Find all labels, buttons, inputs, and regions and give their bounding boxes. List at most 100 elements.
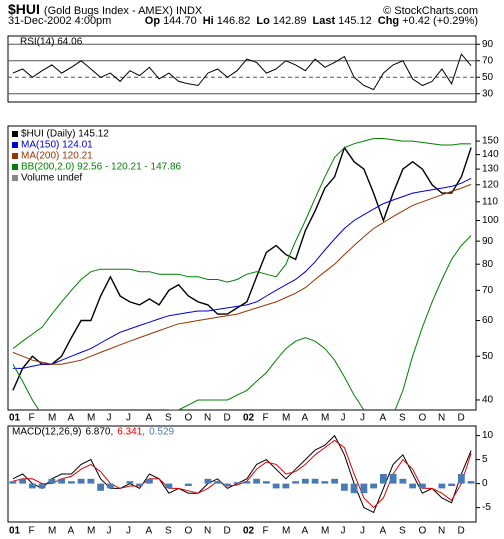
histogram-bar: [28, 483, 36, 489]
x-tick-label: 01: [9, 413, 21, 424]
x-tick-label: 01: [9, 526, 21, 537]
y-tick-label: 110: [482, 196, 498, 207]
y-tick-label: 150: [482, 136, 499, 147]
series-line: [12, 439, 472, 509]
plot: [12, 138, 472, 410]
quote-value: 145.12: [338, 15, 372, 27]
x-tick-label: J: [126, 526, 131, 537]
histogram-bar: [399, 478, 407, 484]
legend-swatch: [12, 164, 18, 170]
series-line: [12, 183, 472, 365]
x-tick-label: A: [68, 413, 75, 424]
x-tick-label: N: [204, 413, 211, 424]
x-tick-label: 02: [243, 526, 255, 537]
x-tick-label: J: [107, 526, 112, 537]
quote-row: 31-Dec-2002 4:00pm Op 144.70 Hi 146.82 Lo 142…: [8, 15, 478, 27]
histogram-bar: [58, 478, 66, 484]
x-tick-label: A: [302, 413, 309, 424]
histogram-bar: [321, 481, 329, 484]
x-tick-label: M: [321, 413, 329, 424]
histogram-bar: [204, 478, 212, 484]
legend-swatch: [12, 131, 18, 137]
x-tick-label: J: [107, 413, 112, 424]
legend-label: Volume undef: [21, 173, 82, 184]
y-tick-label: 90: [482, 39, 494, 50]
header-row: $HUI (Gold Bugs Index - AMEX) INDX © Sto…: [8, 1, 478, 17]
x-tick-label: F: [263, 413, 269, 424]
histogram-bar: [136, 483, 144, 486]
histogram-bar: [67, 481, 75, 484]
histogram-bar: [97, 483, 105, 491]
quote-value: 142.89: [272, 15, 307, 27]
panel-label: 6.341,: [117, 427, 145, 438]
quotes: Op 144.70 Hi 146.82 Lo 142.89 Last 145.12 Chg +0.…: [139, 15, 478, 27]
histogram-bar: [389, 474, 397, 484]
x-tick-label: 02: [243, 413, 255, 424]
x-tick-label: A: [68, 526, 75, 537]
histogram-bar: [233, 482, 241, 484]
x-tick-label: O: [419, 413, 427, 424]
panel-label: 0.529: [149, 427, 174, 438]
histogram-bar: [77, 478, 85, 484]
histogram-bar: [214, 481, 222, 484]
quote-value: +0.42 (+0.29%): [402, 15, 478, 27]
x-tick-label: A: [146, 526, 153, 537]
y-tick-label: 80: [482, 259, 494, 270]
x-tick-label: O: [185, 413, 193, 424]
x-tick-label: O: [185, 526, 193, 537]
histogram-bar: [467, 481, 475, 484]
series-line: [12, 53, 472, 91]
x-tick-label: A: [302, 526, 309, 537]
x-tick-label: M: [87, 526, 95, 537]
legend-swatch: [12, 142, 18, 148]
plot: [9, 434, 475, 514]
series-line: [12, 177, 472, 369]
y-tick-label: 0: [482, 478, 488, 489]
date: 31-Dec-2002 4:00pm: [8, 15, 112, 27]
x-tick-label: S: [165, 413, 172, 424]
histogram-bar: [301, 478, 309, 484]
histogram-bar: [38, 483, 46, 489]
histogram-bar: [282, 483, 290, 489]
histogram-bar: [379, 474, 387, 484]
y-tick-label: 30: [482, 88, 494, 99]
histogram-bar: [448, 483, 456, 486]
y-tick-label: 10: [482, 430, 494, 441]
y-tick-label: 5: [482, 454, 488, 465]
quote-label: Chg: [377, 15, 400, 27]
histogram-bar: [272, 483, 280, 489]
x-tick-label: M: [48, 413, 56, 424]
histogram-bar: [223, 483, 231, 486]
histogram-bar: [311, 478, 319, 484]
y-tick-label: 70: [482, 285, 494, 296]
x-tick-label: M: [48, 526, 56, 537]
histogram-bar: [253, 478, 261, 484]
x-tick-label: F: [29, 413, 35, 424]
exchange: INDX: [175, 5, 203, 17]
series-line: [12, 138, 472, 349]
y-tick-label: 50: [482, 72, 494, 83]
histogram-bar: [292, 481, 300, 484]
y-tick-label: 120: [482, 179, 499, 190]
quote-label: Hi: [202, 15, 214, 27]
symbol: $HUI: [8, 1, 40, 17]
panel-label: MACD(12,26,9): [12, 427, 81, 438]
histogram-bar: [418, 483, 426, 489]
x-tick-label: N: [438, 413, 445, 424]
x-tick-label: A: [380, 526, 387, 537]
x-tick-label: M: [282, 526, 290, 537]
legend-label: $HUI (Daily) 145.12: [21, 129, 109, 140]
y-tick-label: 50: [482, 351, 494, 362]
x-tick-label: J: [341, 413, 346, 424]
legend-swatch: [12, 153, 18, 159]
x-tick-label: S: [165, 526, 172, 537]
x-tick-label: J: [341, 526, 346, 537]
x-tick-label: F: [29, 526, 35, 537]
histogram-bar: [126, 481, 134, 484]
histogram-bar: [145, 478, 153, 484]
x-tick-label: D: [458, 413, 465, 424]
panel-label: RSI(14) 64.06: [20, 37, 83, 48]
series-line: [12, 235, 472, 410]
quote-label: Lo: [256, 15, 270, 27]
y-tick-label: 140: [482, 149, 499, 160]
